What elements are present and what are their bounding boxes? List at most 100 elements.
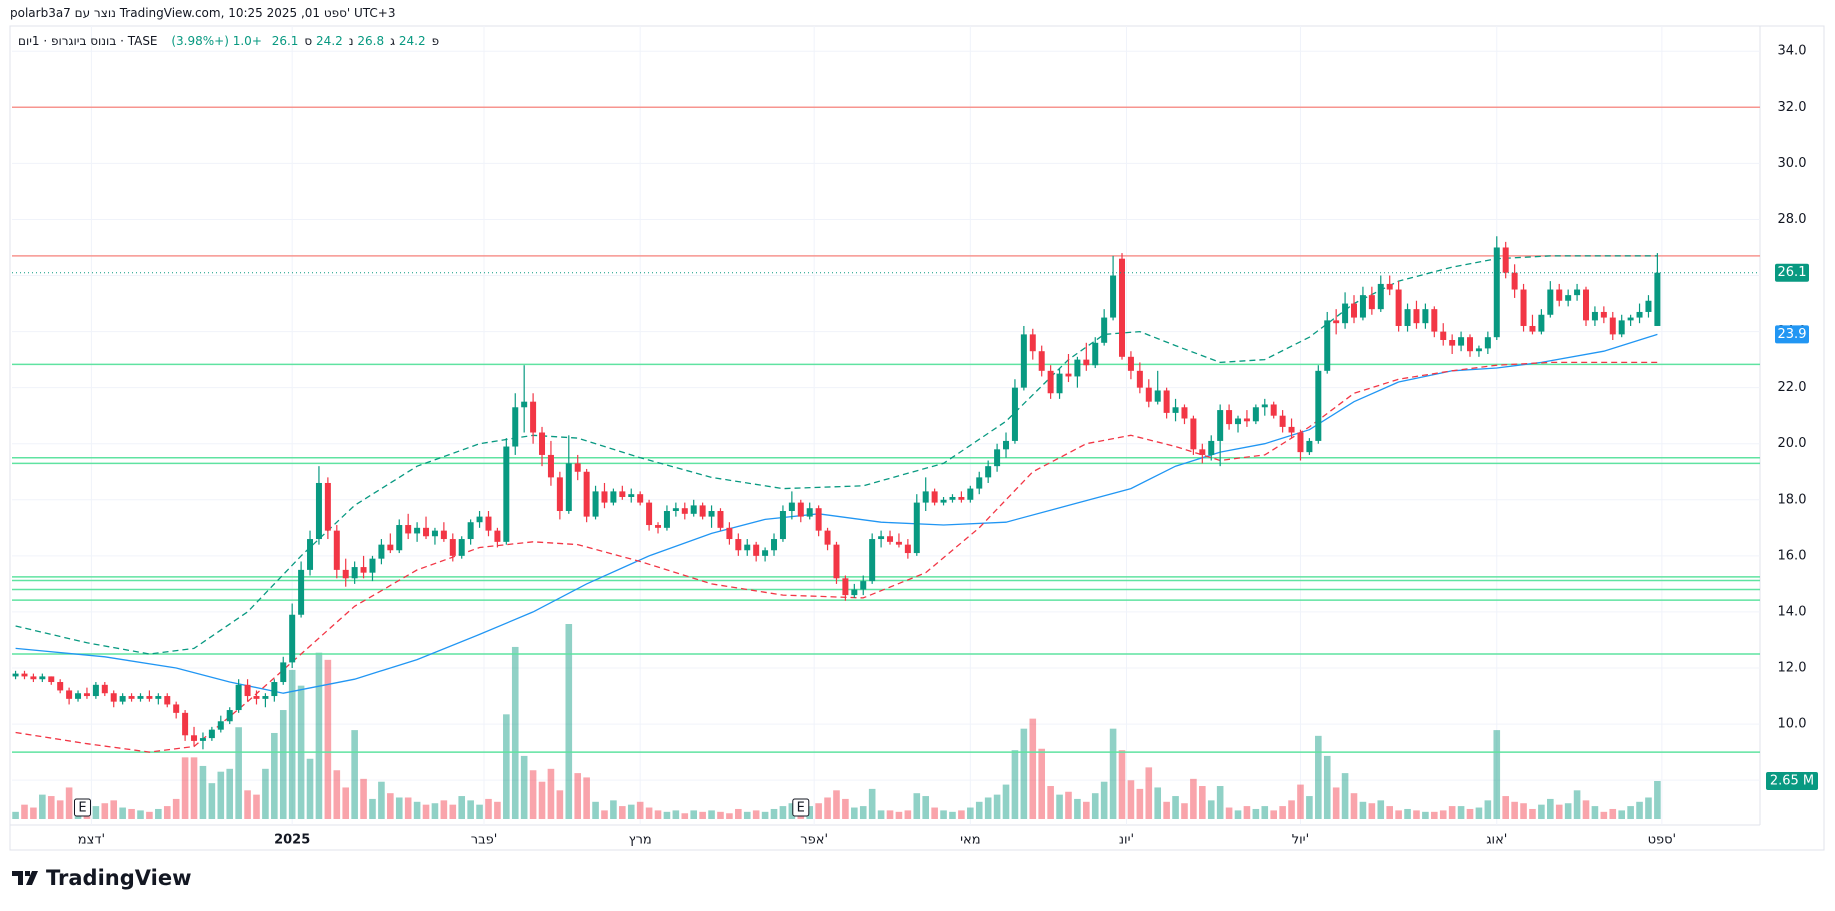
x-tick-label: יונ' [1119,833,1134,848]
volume-bar [788,803,796,819]
candle-body [1511,272,1518,290]
volume-bar [663,811,671,819]
y-tick-label: 32.0 [1778,100,1807,115]
candle-body [663,511,670,528]
volume-bar [967,807,974,819]
volume-bar [1413,810,1420,819]
candle-body [717,511,724,528]
candle-body [1279,415,1286,427]
volume-bar [1306,796,1313,819]
volume-bar [1359,801,1367,819]
x-tick-label: ספט' [1648,833,1677,848]
candle-body [1217,410,1224,441]
candle-body [1600,311,1607,318]
candle-body [1208,440,1215,455]
candle-body [1583,289,1590,321]
candle-body [1333,320,1340,324]
volume-bar [279,710,287,819]
volume-bar [913,793,921,819]
candle-body [48,676,55,683]
h-value: 26.8 [357,34,385,48]
change: +1.0 (+3.98%) [171,34,262,48]
volume-label: 2.65 M [1770,774,1814,789]
volume-bar [467,800,474,819]
volume-bar [529,770,537,819]
volume-bar [1315,735,1322,819]
candle-body [173,704,180,713]
volume-bar [931,807,938,819]
candle-body [342,569,349,579]
candle-body [253,696,260,699]
volume-bar [1038,748,1046,819]
o-value: 24.2 [398,34,426,48]
volume-bar [1609,808,1617,819]
volume-bar [208,783,216,819]
ma-label-bg [1775,325,1809,344]
volume-bar [65,787,73,819]
volume-bar [110,800,118,819]
candle-body [289,614,296,663]
volume-bar [12,811,19,819]
candle-body [1190,418,1197,450]
volume-bar [92,806,100,819]
candle-body [637,494,644,503]
x-tick-label: מאי [960,833,980,848]
volume-bar [538,781,546,819]
volume-bar [859,806,867,819]
volume-bar [226,768,234,819]
candle-body [1288,426,1295,433]
volume-bar [1466,808,1474,819]
volume-bar [1627,806,1634,819]
candle-body [1386,283,1393,290]
candle-body [1351,303,1358,318]
candle-body [860,581,867,590]
volume-bar [137,810,144,819]
volume-bar [56,800,64,819]
candle-body [208,729,215,739]
candle-body [1565,295,1572,301]
x-tick-label: דצמ' [78,833,105,848]
candle-body [1324,320,1331,371]
candle-body [1475,348,1482,352]
volume-bar [511,646,519,819]
candle-body [512,407,519,447]
volume-bar [1020,728,1028,819]
volume-bar [1439,810,1447,819]
volume-bar [1564,803,1572,819]
volume-bar [146,811,153,819]
volume-bar [565,624,573,819]
volume-bar [1511,801,1518,819]
volume-bar [851,807,858,819]
candle-body [735,539,742,551]
volume-bar [235,727,242,819]
candle-body [521,401,528,408]
candle-body [1172,407,1179,413]
volume-bar [1538,804,1545,819]
candle-body [271,682,278,697]
candle-body [476,516,483,523]
candle-body [1342,303,1349,324]
candle-body [530,401,537,433]
volume-bar [378,781,385,819]
volume-bar [1502,796,1509,819]
candle-body [164,696,171,705]
candle-body [1154,390,1161,402]
y-tick-label: 34.0 [1778,44,1807,59]
candle-body [1467,337,1474,352]
volume-bar [1297,784,1304,819]
volume-bar [244,790,251,819]
candle-body [191,735,198,741]
candle-body [66,690,73,699]
volume-bar [824,797,831,819]
volume-bar [1056,794,1063,819]
candle-body [1056,373,1063,394]
candle-body [1101,317,1108,343]
volume-bar [342,787,350,819]
volume-bar [253,794,260,819]
y-tick-label: 28.0 [1778,212,1807,227]
volume-bar [958,810,965,819]
volume-bar [645,807,653,819]
candle-body [824,530,831,545]
candle-body [30,676,37,680]
candle-body [1047,370,1054,394]
